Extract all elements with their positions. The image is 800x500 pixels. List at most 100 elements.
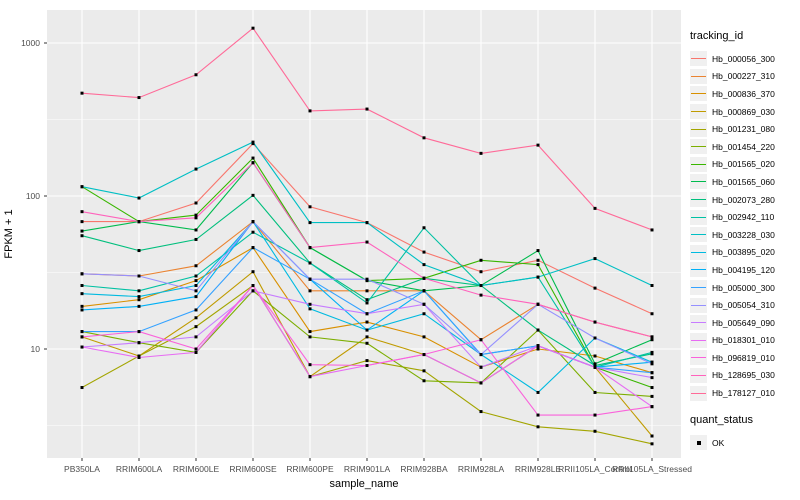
data-point bbox=[650, 350, 654, 354]
data-point bbox=[80, 308, 84, 312]
data-point bbox=[593, 286, 597, 290]
data-point bbox=[479, 365, 483, 369]
data-point bbox=[536, 143, 540, 147]
data-point bbox=[365, 335, 369, 339]
data-point bbox=[422, 335, 426, 339]
line-swatch-icon bbox=[691, 269, 706, 271]
legend-item: Hb_003228_030 bbox=[690, 226, 800, 244]
data-point bbox=[365, 312, 369, 316]
x-tick-label: RRIM901LA bbox=[343, 464, 391, 474]
legend-item: Hb_001565_060 bbox=[690, 173, 800, 191]
data-point bbox=[365, 359, 369, 363]
data-point bbox=[80, 91, 84, 95]
data-point bbox=[194, 274, 198, 278]
data-point bbox=[593, 320, 597, 324]
data-point bbox=[593, 429, 597, 433]
data-point bbox=[365, 364, 369, 368]
data-point bbox=[137, 304, 141, 308]
data-point bbox=[308, 302, 312, 306]
data-point bbox=[650, 312, 654, 316]
data-point bbox=[650, 362, 654, 366]
data-point bbox=[137, 196, 141, 200]
legend-key bbox=[690, 139, 707, 155]
data-point bbox=[650, 386, 654, 390]
data-point bbox=[365, 320, 369, 324]
data-point bbox=[422, 312, 426, 316]
legend-item: Hb_005054_310 bbox=[690, 296, 800, 314]
x-tick-label: PB350LA bbox=[64, 464, 100, 474]
data-point bbox=[251, 193, 255, 197]
legend-key bbox=[690, 174, 707, 190]
data-point bbox=[536, 425, 540, 429]
line-swatch-icon bbox=[691, 304, 706, 306]
legend-item: Hb_018301_010 bbox=[690, 332, 800, 350]
data-point bbox=[194, 167, 198, 171]
data-point bbox=[650, 335, 654, 339]
data-point bbox=[536, 249, 540, 253]
legend-key bbox=[690, 262, 707, 278]
data-point bbox=[422, 302, 426, 306]
legend-item-label: Hb_001231_080 bbox=[712, 124, 775, 135]
legend-item-label: Hb_001565_020 bbox=[712, 159, 775, 170]
data-point bbox=[479, 353, 483, 357]
data-point bbox=[593, 365, 597, 369]
line-swatch-icon bbox=[691, 251, 706, 253]
data-point bbox=[194, 279, 198, 283]
line-swatch-icon bbox=[691, 287, 706, 289]
legend-key bbox=[690, 350, 707, 366]
data-point bbox=[365, 301, 369, 305]
data-point bbox=[251, 284, 255, 288]
x-axis-title: sample_name bbox=[329, 478, 399, 490]
x-tick-label: RRIM600SE bbox=[229, 464, 277, 474]
line-swatch-icon bbox=[691, 374, 706, 376]
data-point bbox=[536, 390, 540, 394]
data-point bbox=[251, 289, 255, 293]
y-tick-label: 10 bbox=[30, 344, 40, 354]
data-point bbox=[365, 107, 369, 111]
data-point bbox=[650, 284, 654, 288]
legend-item: Hb_000869_030 bbox=[690, 103, 800, 121]
line-swatch-icon bbox=[691, 111, 706, 113]
panel-background bbox=[47, 10, 681, 458]
data-point bbox=[137, 298, 141, 302]
data-point bbox=[80, 210, 84, 214]
line-swatch-icon bbox=[691, 58, 706, 60]
legend-items: Hb_000056_300 Hb_000227_310 Hb_000836_370 H… bbox=[690, 50, 800, 402]
data-point bbox=[308, 246, 312, 250]
data-point bbox=[194, 350, 198, 354]
data-point bbox=[536, 302, 540, 306]
legend-item-label: Hb_001565_060 bbox=[712, 176, 775, 187]
data-point bbox=[650, 442, 654, 446]
data-point bbox=[308, 307, 312, 311]
data-point bbox=[650, 360, 654, 364]
data-point bbox=[593, 390, 597, 394]
data-point bbox=[137, 289, 141, 293]
legend-key bbox=[690, 367, 707, 383]
data-point bbox=[308, 109, 312, 113]
x-tick-label: RRIM600LA bbox=[115, 464, 163, 474]
legend-item: Hb_003895_020 bbox=[690, 244, 800, 262]
legend-key bbox=[690, 156, 707, 172]
y-tick-label: 100 bbox=[25, 191, 40, 201]
data-point bbox=[80, 292, 84, 296]
data-point bbox=[593, 362, 597, 366]
data-point bbox=[479, 284, 483, 288]
legend-key bbox=[690, 297, 707, 313]
line-swatch-icon bbox=[691, 339, 706, 341]
data-point bbox=[194, 289, 198, 293]
data-point bbox=[80, 345, 84, 349]
data-point bbox=[593, 336, 597, 340]
data-point bbox=[422, 379, 426, 383]
data-point bbox=[650, 405, 654, 409]
data-point bbox=[650, 371, 654, 375]
data-point bbox=[194, 308, 198, 312]
data-point bbox=[365, 289, 369, 293]
line-swatch-icon bbox=[691, 163, 706, 165]
data-point bbox=[308, 277, 312, 281]
legend-item: Hb_002073_280 bbox=[690, 191, 800, 209]
legend-key bbox=[690, 244, 707, 260]
legend-item: Hb_000836_370 bbox=[690, 85, 800, 103]
legend-item: Hb_004195_120 bbox=[690, 261, 800, 279]
data-point bbox=[137, 295, 141, 299]
